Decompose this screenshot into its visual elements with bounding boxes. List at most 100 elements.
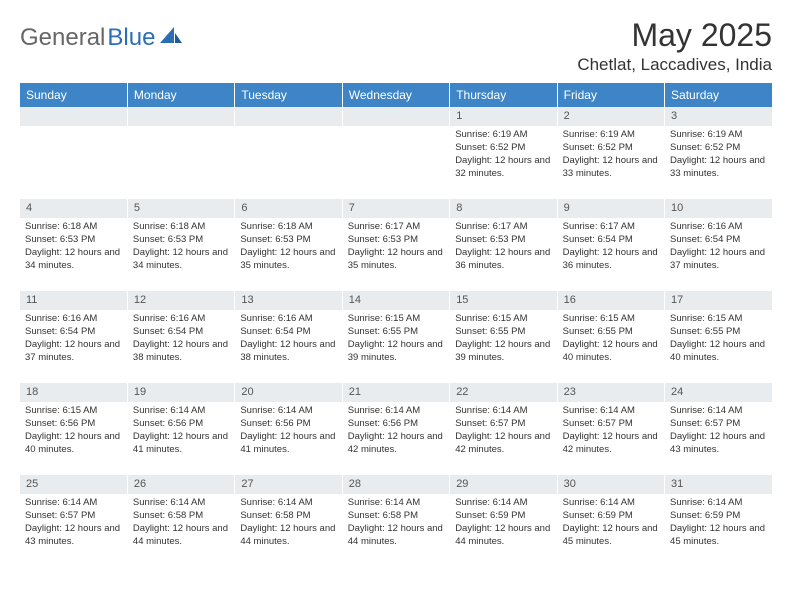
calendar-cell: 19Sunrise: 6:14 AMSunset: 6:56 PMDayligh… bbox=[127, 383, 234, 475]
calendar-cell: 2Sunrise: 6:19 AMSunset: 6:52 PMDaylight… bbox=[557, 107, 664, 199]
day-number: 17 bbox=[665, 291, 772, 310]
day-number: 8 bbox=[450, 199, 556, 218]
day-number: 3 bbox=[665, 107, 772, 126]
title-block: May 2025 Chetlat, Laccadives, India bbox=[577, 18, 772, 75]
weekday-header: Sunday bbox=[20, 83, 127, 107]
day-number: 31 bbox=[665, 475, 772, 494]
day-number: 20 bbox=[235, 383, 341, 402]
day-content: Sunrise: 6:14 AMSunset: 6:57 PMDaylight:… bbox=[20, 494, 127, 553]
day-number: 29 bbox=[450, 475, 556, 494]
day-content: Sunrise: 6:15 AMSunset: 6:55 PMDaylight:… bbox=[665, 310, 772, 369]
day-content: Sunrise: 6:17 AMSunset: 6:53 PMDaylight:… bbox=[343, 218, 449, 277]
calendar-row: 18Sunrise: 6:15 AMSunset: 6:56 PMDayligh… bbox=[20, 383, 772, 475]
calendar-cell: 27Sunrise: 6:14 AMSunset: 6:58 PMDayligh… bbox=[235, 475, 342, 567]
day-number: 23 bbox=[558, 383, 664, 402]
calendar-cell bbox=[127, 107, 234, 199]
calendar-cell bbox=[20, 107, 127, 199]
calendar-cell: 10Sunrise: 6:16 AMSunset: 6:54 PMDayligh… bbox=[665, 199, 772, 291]
calendar-cell: 30Sunrise: 6:14 AMSunset: 6:59 PMDayligh… bbox=[557, 475, 664, 567]
calendar-cell: 31Sunrise: 6:14 AMSunset: 6:59 PMDayligh… bbox=[665, 475, 772, 567]
calendar-cell: 28Sunrise: 6:14 AMSunset: 6:58 PMDayligh… bbox=[342, 475, 449, 567]
day-number: 27 bbox=[235, 475, 341, 494]
day-content: Sunrise: 6:16 AMSunset: 6:54 PMDaylight:… bbox=[665, 218, 772, 277]
day-content: Sunrise: 6:14 AMSunset: 6:57 PMDaylight:… bbox=[450, 402, 556, 461]
day-number: 26 bbox=[128, 475, 234, 494]
day-number: 18 bbox=[20, 383, 127, 402]
header: GeneralBlue May 2025 Chetlat, Laccadives… bbox=[20, 18, 772, 75]
logo-sail-icon bbox=[160, 24, 182, 52]
day-number: 14 bbox=[343, 291, 449, 310]
calendar-cell: 5Sunrise: 6:18 AMSunset: 6:53 PMDaylight… bbox=[127, 199, 234, 291]
day-number: 30 bbox=[558, 475, 664, 494]
day-number: 6 bbox=[235, 199, 341, 218]
day-number: 10 bbox=[665, 199, 772, 218]
day-number: 25 bbox=[20, 475, 127, 494]
day-content: Sunrise: 6:14 AMSunset: 6:58 PMDaylight:… bbox=[343, 494, 449, 553]
logo-text-general: General bbox=[20, 24, 105, 52]
calendar-cell: 1Sunrise: 6:19 AMSunset: 6:52 PMDaylight… bbox=[450, 107, 557, 199]
calendar-row: 25Sunrise: 6:14 AMSunset: 6:57 PMDayligh… bbox=[20, 475, 772, 567]
calendar-cell: 6Sunrise: 6:18 AMSunset: 6:53 PMDaylight… bbox=[235, 199, 342, 291]
day-content: Sunrise: 6:18 AMSunset: 6:53 PMDaylight:… bbox=[128, 218, 234, 277]
empty-day-header bbox=[128, 107, 234, 126]
day-content: Sunrise: 6:14 AMSunset: 6:56 PMDaylight:… bbox=[343, 402, 449, 461]
calendar-cell bbox=[342, 107, 449, 199]
calendar-cell: 16Sunrise: 6:15 AMSunset: 6:55 PMDayligh… bbox=[557, 291, 664, 383]
calendar-row: 11Sunrise: 6:16 AMSunset: 6:54 PMDayligh… bbox=[20, 291, 772, 383]
calendar-row: 4Sunrise: 6:18 AMSunset: 6:53 PMDaylight… bbox=[20, 199, 772, 291]
day-content: Sunrise: 6:19 AMSunset: 6:52 PMDaylight:… bbox=[665, 126, 772, 185]
weekday-header: Friday bbox=[557, 83, 664, 107]
calendar-cell: 26Sunrise: 6:14 AMSunset: 6:58 PMDayligh… bbox=[127, 475, 234, 567]
day-content: Sunrise: 6:14 AMSunset: 6:56 PMDaylight:… bbox=[128, 402, 234, 461]
day-number: 16 bbox=[558, 291, 664, 310]
day-number: 2 bbox=[558, 107, 664, 126]
logo-text-blue: Blue bbox=[107, 24, 155, 52]
day-content: Sunrise: 6:15 AMSunset: 6:55 PMDaylight:… bbox=[558, 310, 664, 369]
calendar-cell: 14Sunrise: 6:15 AMSunset: 6:55 PMDayligh… bbox=[342, 291, 449, 383]
day-content: Sunrise: 6:16 AMSunset: 6:54 PMDaylight:… bbox=[235, 310, 341, 369]
day-content: Sunrise: 6:14 AMSunset: 6:56 PMDaylight:… bbox=[235, 402, 341, 461]
day-content: Sunrise: 6:14 AMSunset: 6:59 PMDaylight:… bbox=[558, 494, 664, 553]
calendar-cell: 15Sunrise: 6:15 AMSunset: 6:55 PMDayligh… bbox=[450, 291, 557, 383]
day-number: 4 bbox=[20, 199, 127, 218]
calendar-cell: 17Sunrise: 6:15 AMSunset: 6:55 PMDayligh… bbox=[665, 291, 772, 383]
calendar-cell: 20Sunrise: 6:14 AMSunset: 6:56 PMDayligh… bbox=[235, 383, 342, 475]
calendar-row: 1Sunrise: 6:19 AMSunset: 6:52 PMDaylight… bbox=[20, 107, 772, 199]
day-content: Sunrise: 6:15 AMSunset: 6:55 PMDaylight:… bbox=[450, 310, 556, 369]
weekday-header: Tuesday bbox=[235, 83, 342, 107]
calendar-table: SundayMondayTuesdayWednesdayThursdayFrid… bbox=[20, 83, 772, 567]
month-title: May 2025 bbox=[577, 18, 772, 53]
day-number: 24 bbox=[665, 383, 772, 402]
day-content: Sunrise: 6:17 AMSunset: 6:53 PMDaylight:… bbox=[450, 218, 556, 277]
calendar-cell: 8Sunrise: 6:17 AMSunset: 6:53 PMDaylight… bbox=[450, 199, 557, 291]
day-number: 21 bbox=[343, 383, 449, 402]
day-content: Sunrise: 6:18 AMSunset: 6:53 PMDaylight:… bbox=[20, 218, 127, 277]
day-number: 1 bbox=[450, 107, 556, 126]
weekday-header-row: SundayMondayTuesdayWednesdayThursdayFrid… bbox=[20, 83, 772, 107]
calendar-page: GeneralBlue May 2025 Chetlat, Laccadives… bbox=[0, 0, 792, 612]
day-number: 12 bbox=[128, 291, 234, 310]
day-content: Sunrise: 6:19 AMSunset: 6:52 PMDaylight:… bbox=[558, 126, 664, 185]
day-content: Sunrise: 6:14 AMSunset: 6:59 PMDaylight:… bbox=[450, 494, 556, 553]
day-content: Sunrise: 6:15 AMSunset: 6:55 PMDaylight:… bbox=[343, 310, 449, 369]
day-content: Sunrise: 6:19 AMSunset: 6:52 PMDaylight:… bbox=[450, 126, 556, 185]
calendar-body: 1Sunrise: 6:19 AMSunset: 6:52 PMDaylight… bbox=[20, 107, 772, 567]
calendar-cell: 22Sunrise: 6:14 AMSunset: 6:57 PMDayligh… bbox=[450, 383, 557, 475]
calendar-cell: 11Sunrise: 6:16 AMSunset: 6:54 PMDayligh… bbox=[20, 291, 127, 383]
day-number: 19 bbox=[128, 383, 234, 402]
empty-day-header bbox=[343, 107, 449, 126]
day-number: 15 bbox=[450, 291, 556, 310]
calendar-cell: 25Sunrise: 6:14 AMSunset: 6:57 PMDayligh… bbox=[20, 475, 127, 567]
day-number: 5 bbox=[128, 199, 234, 218]
calendar-cell: 9Sunrise: 6:17 AMSunset: 6:54 PMDaylight… bbox=[557, 199, 664, 291]
calendar-cell: 7Sunrise: 6:17 AMSunset: 6:53 PMDaylight… bbox=[342, 199, 449, 291]
calendar-cell: 3Sunrise: 6:19 AMSunset: 6:52 PMDaylight… bbox=[665, 107, 772, 199]
weekday-header: Thursday bbox=[450, 83, 557, 107]
weekday-header: Wednesday bbox=[342, 83, 449, 107]
day-number: 22 bbox=[450, 383, 556, 402]
day-number: 7 bbox=[343, 199, 449, 218]
day-content: Sunrise: 6:14 AMSunset: 6:58 PMDaylight:… bbox=[128, 494, 234, 553]
day-content: Sunrise: 6:16 AMSunset: 6:54 PMDaylight:… bbox=[20, 310, 127, 369]
calendar-cell: 29Sunrise: 6:14 AMSunset: 6:59 PMDayligh… bbox=[450, 475, 557, 567]
day-number: 11 bbox=[20, 291, 127, 310]
